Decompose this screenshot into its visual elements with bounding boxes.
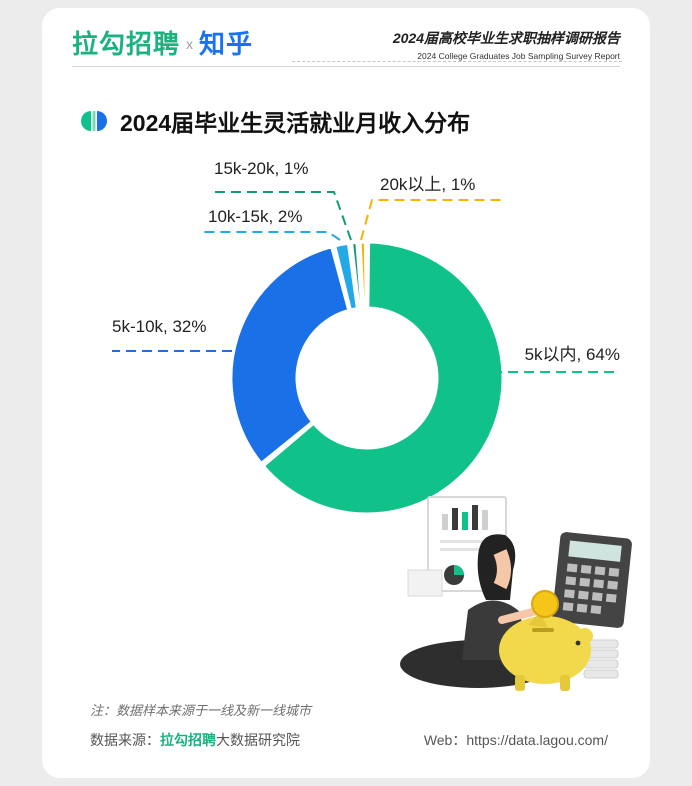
brand-header: 拉勾招聘 x 知乎 [72, 24, 253, 60]
source-prefix: 数据来源： [90, 732, 160, 748]
slice-label-5k-10k: 5k-10k, 32% [112, 317, 207, 336]
zhihu-logo: 知乎 [199, 28, 254, 59]
source-brand: 拉勾招聘 [160, 732, 216, 748]
report-title: 2024届高校毕业生求职抽样调研报告 [392, 30, 620, 46]
slice-10k-15k [332, 241, 360, 312]
leader-line-20k以上 [360, 199, 506, 241]
title-bullet-icon [81, 111, 107, 131]
report-heading: 2024届高校毕业生求职抽样调研报告 2024 College Graduate… [393, 28, 620, 61]
source-suffix: 大数据研究院 [216, 732, 300, 748]
illustration [400, 496, 632, 691]
leader-line-10k-15k [200, 231, 341, 241]
data-source: 数据来源：拉勾招聘大数据研究院 [90, 730, 300, 750]
slice-5k-10k [229, 244, 351, 466]
slice-15k-20k [349, 240, 364, 311]
donut-slices [229, 240, 505, 516]
slice-label-5k以内: 5k以内, 64% [525, 345, 620, 364]
header-divider [72, 66, 620, 67]
footnote: 注：数据样本来源于一线及新一线城市 [90, 703, 312, 718]
slice-label-15k-20k: 15k-20k, 1% [214, 159, 309, 178]
slice-label-20k以上: 20k以上, 1% [380, 175, 475, 194]
brand-separator: x [186, 36, 194, 52]
leader-lines [112, 191, 620, 373]
slice-label-10k-15k: 10k-15k, 2% [208, 207, 303, 226]
slice-labels: 5k以内, 64% 5k-10k, 32% 10k-15k, 2% 15k-20k, … [112, 159, 620, 364]
lagou-logo: 拉勾招聘 [72, 28, 181, 59]
slice-5k以内 [261, 240, 505, 516]
web-link[interactable]: Web：https://data.lagou.com/ [423, 732, 608, 748]
report-subtitle: 2024 College Graduates Job Sampling Surv… [417, 51, 620, 61]
header-dashed-divider [292, 61, 622, 62]
slice-20k以上 [358, 240, 368, 310]
leader-line-15k-20k [214, 191, 352, 241]
chart-title-row: 2024届毕业生灵活就业月收入分布 [80, 104, 470, 138]
chart-title: 2024届毕业生灵活就业月收入分布 [120, 110, 471, 136]
